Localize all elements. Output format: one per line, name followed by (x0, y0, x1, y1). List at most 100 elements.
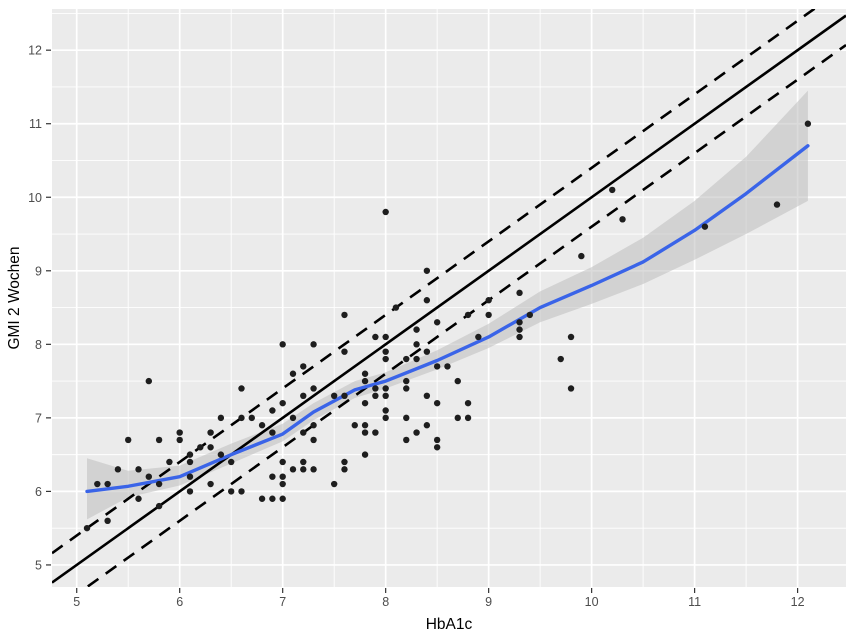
data-point (227, 488, 235, 495)
data-point (433, 436, 441, 444)
data-point (217, 451, 225, 458)
data-point (382, 414, 389, 422)
data-point (485, 297, 492, 304)
y-tick-label: 11 (29, 117, 42, 131)
data-point (300, 429, 307, 436)
data-point (403, 385, 410, 392)
data-point (567, 333, 575, 341)
data-point (279, 458, 286, 466)
data-point (475, 333, 482, 341)
data-point (382, 208, 389, 216)
data-point (516, 289, 523, 297)
x-tick-label: 6 (176, 595, 183, 609)
data-point (207, 480, 214, 488)
data-point (155, 480, 163, 488)
data-point (382, 385, 389, 392)
data-point (300, 466, 307, 473)
data-point (176, 429, 183, 436)
data-point (269, 495, 276, 502)
data-point (361, 399, 369, 407)
data-point (227, 458, 235, 466)
data-point (372, 385, 379, 392)
data-point (433, 319, 441, 326)
x-tick-label: 5 (73, 595, 80, 609)
data-point (330, 480, 338, 488)
y-tick-label: 8 (35, 338, 42, 352)
data-point (485, 311, 492, 319)
data-point (382, 392, 389, 400)
data-point (279, 473, 286, 480)
data-point (372, 333, 379, 341)
data-point (186, 473, 194, 480)
data-point (238, 414, 245, 422)
data-point (403, 414, 410, 422)
data-point (289, 466, 297, 473)
data-point (516, 326, 523, 333)
data-point (773, 201, 781, 208)
data-point (567, 385, 575, 392)
data-point (341, 392, 348, 400)
data-point (135, 466, 142, 473)
upper-dashed-line (52, 9, 817, 555)
data-point (351, 422, 358, 429)
data-point (403, 377, 410, 385)
data-point (423, 267, 431, 274)
data-point (145, 377, 153, 385)
data-points (83, 120, 812, 532)
data-point (341, 311, 348, 319)
data-point (609, 186, 616, 194)
data-point (330, 392, 338, 400)
data-point (413, 355, 420, 363)
data-point (238, 385, 245, 392)
data-point (207, 444, 214, 451)
data-point (423, 422, 431, 429)
y-tick-label: 9 (35, 264, 42, 278)
data-point (279, 341, 286, 348)
x-tick-label: 12 (791, 595, 805, 609)
data-point (413, 429, 420, 436)
y-tick-label: 5 (35, 558, 42, 572)
data-point (464, 414, 472, 422)
data-point (701, 223, 709, 230)
data-point (310, 422, 317, 429)
data-point (372, 429, 379, 436)
data-point (176, 436, 183, 444)
data-point (433, 444, 441, 451)
data-point (125, 436, 132, 444)
data-point (217, 414, 225, 422)
data-point (300, 363, 307, 370)
data-point (83, 524, 91, 532)
confidence-band (87, 90, 808, 520)
x-tick-label: 11 (688, 595, 701, 609)
data-point (423, 297, 431, 304)
data-point (392, 304, 400, 311)
loess-line (85, 144, 810, 494)
data-point (155, 436, 163, 444)
data-point (454, 414, 461, 422)
data-point (145, 473, 153, 480)
data-point (361, 422, 369, 429)
data-point (557, 355, 564, 363)
data-point (361, 370, 369, 377)
data-point (413, 326, 420, 333)
data-point (619, 216, 626, 223)
data-point (578, 252, 585, 260)
data-point (269, 429, 276, 436)
data-point (464, 311, 472, 319)
data-point (186, 458, 194, 466)
data-point (516, 333, 523, 341)
data-point (382, 355, 389, 363)
data-point (454, 377, 461, 385)
data-point (341, 466, 348, 473)
data-point (382, 348, 389, 355)
data-point (207, 429, 214, 436)
data-point (433, 363, 441, 370)
data-point (155, 502, 163, 510)
y-tick-label: 12 (28, 44, 42, 58)
data-point (186, 488, 194, 495)
data-point (361, 451, 369, 458)
data-point (382, 333, 389, 341)
x-axis-title: HbA1c (426, 616, 473, 633)
